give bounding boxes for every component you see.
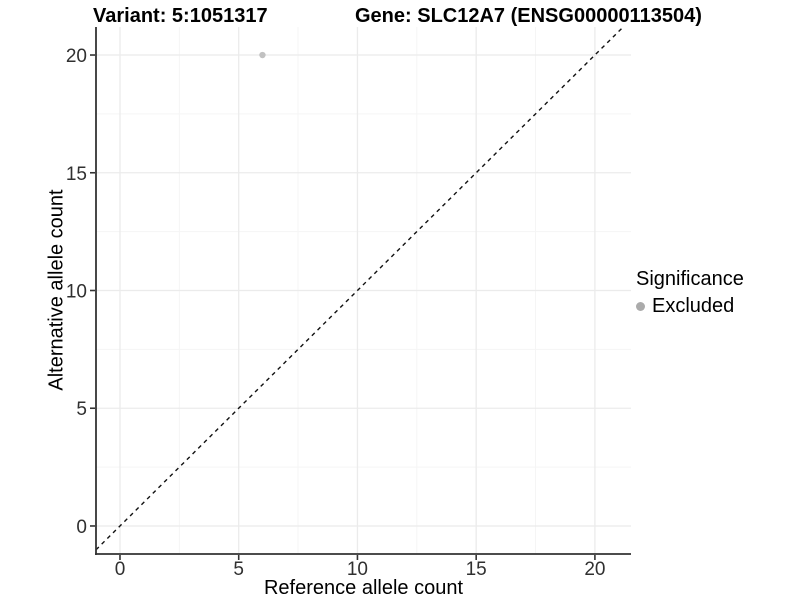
data-point [259, 51, 266, 59]
variant-title: Variant: 5:1051317 [93, 5, 268, 27]
x-tick-label: 5 [233, 559, 244, 580]
legend-item-excluded: Excluded [636, 295, 744, 317]
y-axis-title: Alternative allele count [45, 189, 68, 391]
x-tick-label: 20 [584, 559, 605, 580]
legend-title: Significance [636, 268, 744, 290]
y-tick-label: 15 [66, 164, 87, 185]
legend-item-label: Excluded [652, 295, 735, 317]
x-tick-label: 15 [466, 559, 487, 580]
y-tick-label: 5 [76, 399, 87, 420]
x-tick-label: 0 [115, 559, 126, 580]
legend: Significance Excluded [636, 267, 744, 317]
x-tick-label: 10 [347, 559, 368, 580]
y-tick-label: 20 [66, 46, 87, 67]
y-tick-label: 0 [76, 517, 87, 538]
excluded-point-icon [636, 301, 645, 311]
gene-title: Gene: SLC12A7 (ENSG00000113504) [355, 5, 702, 27]
identity-line [96, 27, 625, 551]
x-axis-title: Reference allele count [263, 577, 463, 599]
y-tick-label: 10 [66, 282, 87, 303]
